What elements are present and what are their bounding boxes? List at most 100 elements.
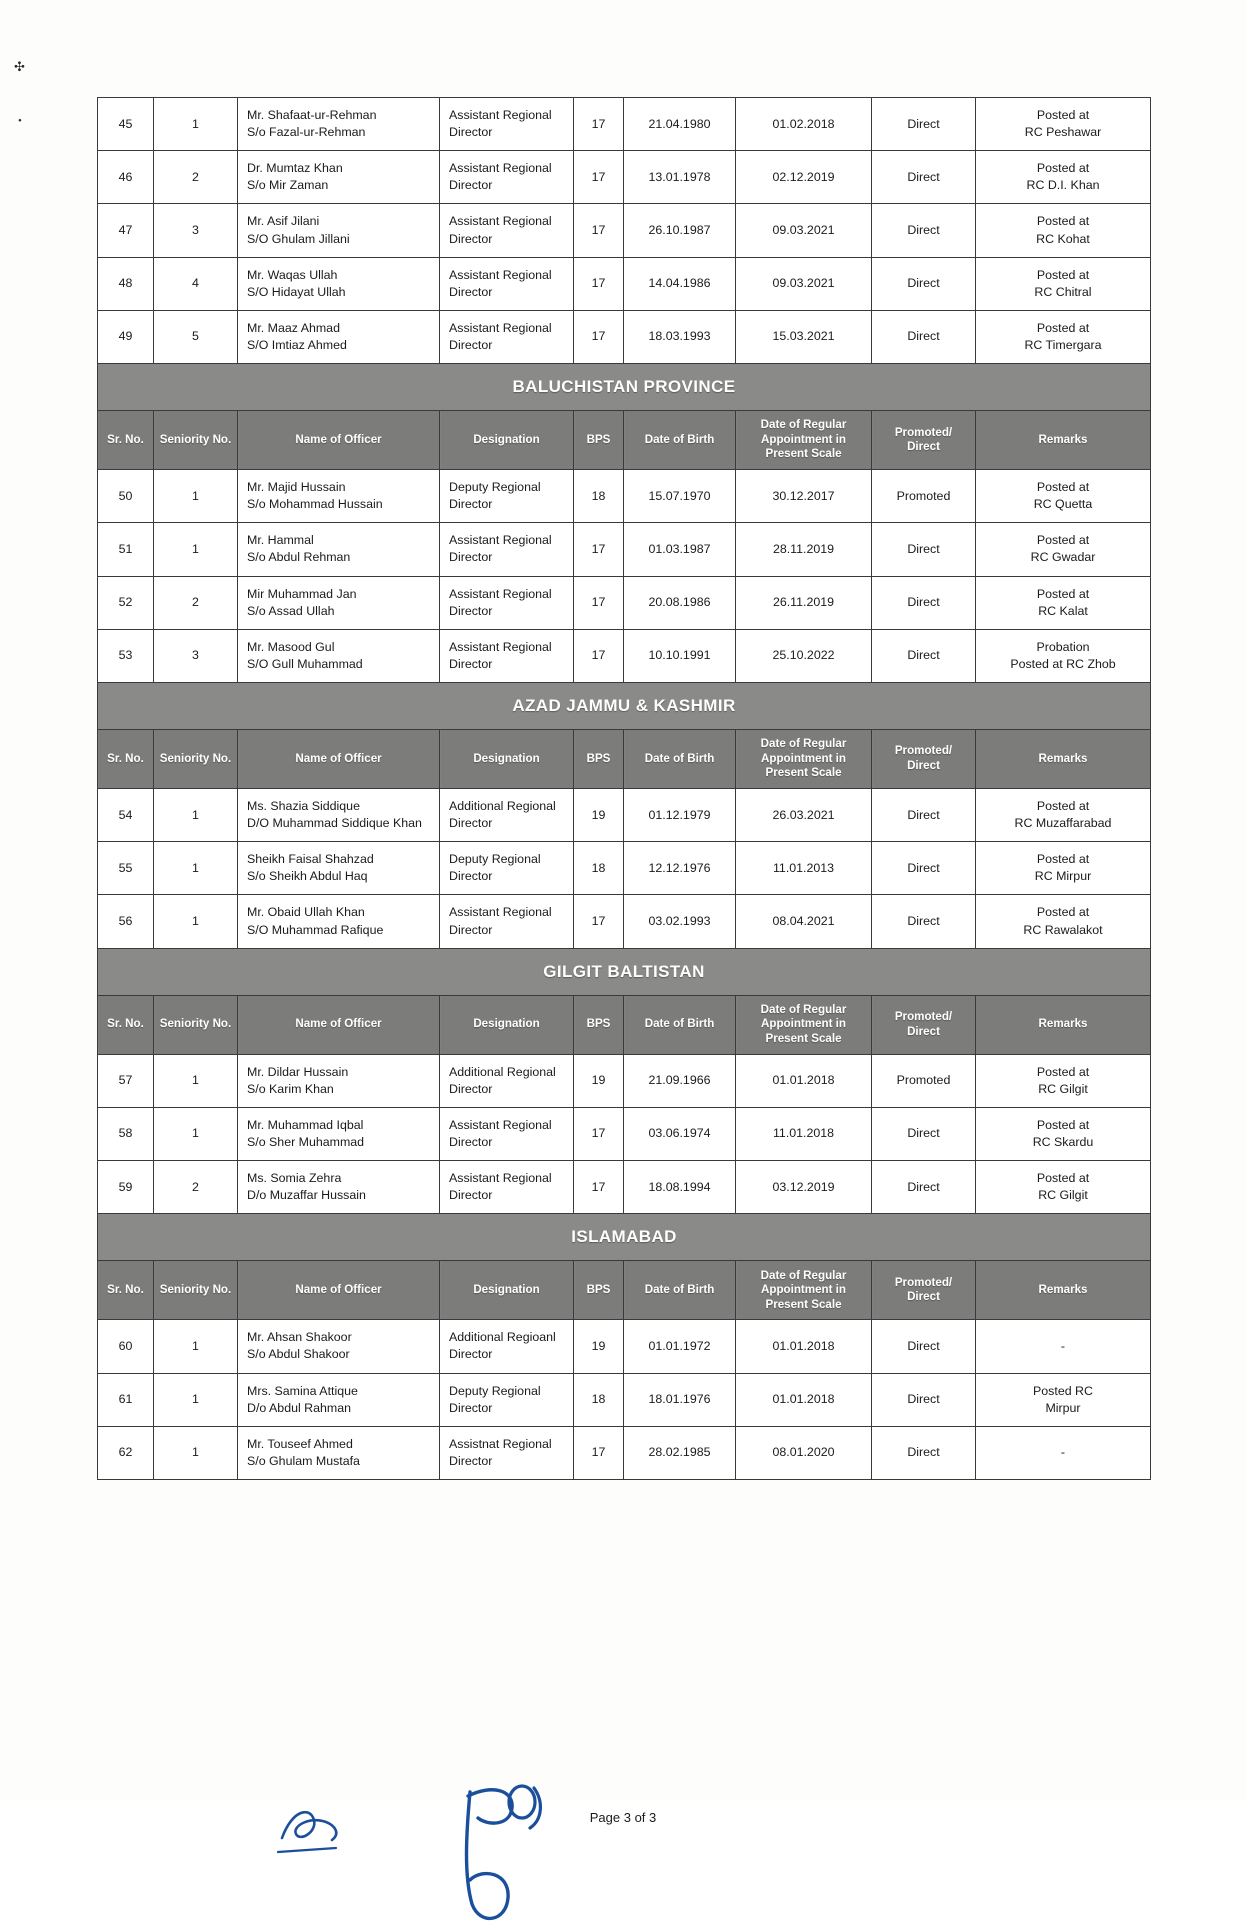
cell-officer-name: Ms. Shazia Siddique D/O Muhammad Siddique… xyxy=(237,787,440,843)
cell-designation: Assistant Regional Director xyxy=(439,575,574,630)
cell-officer-name: Mr. Dildar Hussain S/o Karim Khan xyxy=(237,1053,440,1108)
cell-date-of-birth: 21.04.1980 xyxy=(623,96,736,152)
cell-bps: 17 xyxy=(573,309,624,365)
cell-designation: Assistnat Regional Director xyxy=(439,1425,574,1480)
cell-promoted-direct: Direct xyxy=(871,96,976,152)
scan-artifact-mark-top: ✣ xyxy=(14,59,25,74)
col-header-date-of-birth: Date of Birth xyxy=(623,728,736,789)
column-header-row: Sr. No. Seniority No. Name of Officer Desig… xyxy=(97,728,1151,789)
cell-date-of-birth: 18.08.1994 xyxy=(623,1160,736,1215)
col-header-appointment-date: Date of Regular Appointment in Present Sca… xyxy=(735,994,872,1055)
cell-officer-name: Mr. Waqas Ullah S/O Hidayat Ullah xyxy=(237,256,440,311)
col-header-sr-no: Sr. No. xyxy=(97,728,154,789)
cell-officer-name: Mr. Shafaat-ur-Rehman S/o Fazal-ur-Rehman xyxy=(237,96,440,152)
cell-sr-no: 49 xyxy=(97,309,154,365)
col-header-designation: Designation xyxy=(439,1260,574,1321)
cell-bps: 18 xyxy=(573,1372,624,1427)
cell-date-of-birth: 21.09.1966 xyxy=(623,1053,736,1108)
cell-sr-no: 58 xyxy=(97,1106,154,1162)
cell-officer-name: Mr. Majid Hussain S/o Mohammad Hussain xyxy=(237,469,440,524)
province-banner-baluchistan: BALUCHISTAN PROVINCE xyxy=(97,363,1151,412)
cell-remarks: - xyxy=(975,1319,1151,1374)
cell-designation: Assistant Regional Director xyxy=(439,96,574,152)
cell-designation: Deputy Regional Director xyxy=(439,469,574,524)
cell-bps: 17 xyxy=(573,1425,624,1480)
cell-seniority-no: 2 xyxy=(153,1160,238,1215)
column-header-row: Sr. No. Seniority No. Name of Officer Desig… xyxy=(97,994,1151,1055)
cell-designation: Deputy Regional Director xyxy=(439,841,574,896)
cell-seniority-no: 1 xyxy=(153,522,238,577)
table-row: 56 1 Mr. Obaid Ullah Khan S/O Muhammad Rafi… xyxy=(97,894,1151,949)
col-header-date-of-birth: Date of Birth xyxy=(623,410,736,471)
cell-promoted-direct: Direct xyxy=(871,628,976,683)
cell-appointment-date: 26.11.2019 xyxy=(735,575,872,630)
table-row: 47 3 Mr. Asif Jilani S/O Ghulam Jillani Assi… xyxy=(97,203,1151,258)
cell-promoted-direct: Direct xyxy=(871,1372,976,1427)
col-header-appointment-date: Date of Regular Appointment in Present Sca… xyxy=(735,410,872,471)
cell-officer-name: Mr. Masood Gul S/O Gull Muhammad xyxy=(237,628,440,683)
cell-seniority-no: 1 xyxy=(153,469,238,524)
cell-bps: 17 xyxy=(573,96,624,152)
cell-promoted-direct: Direct xyxy=(871,1319,976,1374)
cell-bps: 17 xyxy=(573,894,624,949)
col-header-seniority-no: Seniority No. xyxy=(153,728,238,789)
cell-officer-name: Mr. Muhammad Iqbal S/o Sher Muhammad xyxy=(237,1106,440,1162)
cell-remarks: Posted at RC Mirpur xyxy=(975,841,1151,896)
cell-designation: Assistant Regional Director xyxy=(439,628,574,683)
cell-bps: 17 xyxy=(573,522,624,577)
column-header-row: Sr. No. Seniority No. Name of Officer Desig… xyxy=(97,1260,1151,1321)
cell-sr-no: 56 xyxy=(97,894,154,949)
cell-remarks: Posted at RC Gilgit xyxy=(975,1053,1151,1108)
table-row: 62 1 Mr. Touseef Ahmed S/o Ghulam Mustafa As… xyxy=(97,1425,1151,1480)
cell-sr-no: 59 xyxy=(97,1160,154,1215)
cell-sr-no: 54 xyxy=(97,787,154,843)
table-row: 45 1 Mr. Shafaat-ur-Rehman S/o Fazal-ur-Reh… xyxy=(97,96,1151,152)
cell-bps: 17 xyxy=(573,1106,624,1162)
cell-seniority-no: 1 xyxy=(153,787,238,843)
cell-sr-no: 57 xyxy=(97,1053,154,1108)
cell-date-of-birth: 01.01.1972 xyxy=(623,1319,736,1374)
cell-appointment-date: 08.01.2020 xyxy=(735,1425,872,1480)
cell-designation: Assistant Regional Director xyxy=(439,309,574,365)
cell-bps: 19 xyxy=(573,787,624,843)
cell-sr-no: 51 xyxy=(97,522,154,577)
cell-sr-no: 46 xyxy=(97,150,154,205)
cell-date-of-birth: 26.10.1987 xyxy=(623,203,736,258)
cell-appointment-date: 25.10.2022 xyxy=(735,628,872,683)
cell-date-of-birth: 12.12.1976 xyxy=(623,841,736,896)
cell-appointment-date: 09.03.2021 xyxy=(735,256,872,311)
cell-seniority-no: 3 xyxy=(153,203,238,258)
col-header-remarks: Remarks xyxy=(975,410,1151,471)
page-footer: Page 3 of 3 xyxy=(0,1630,1246,1921)
cell-seniority-no: 1 xyxy=(153,1319,238,1374)
cell-seniority-no: 1 xyxy=(153,1106,238,1162)
cell-designation: Additional Regional Director xyxy=(439,787,574,843)
province-banner-row: AZAD JAMMU & KASHMIR xyxy=(97,681,1151,730)
col-header-appointment-date: Date of Regular Appointment in Present Sca… xyxy=(735,1260,872,1321)
cell-officer-name: Mr. Hammal S/o Abdul Rehman xyxy=(237,522,440,577)
cell-appointment-date: 15.03.2021 xyxy=(735,309,872,365)
cell-appointment-date: 09.03.2021 xyxy=(735,203,872,258)
cell-bps: 17 xyxy=(573,1160,624,1215)
cell-promoted-direct: Direct xyxy=(871,575,976,630)
col-header-sr-no: Sr. No. xyxy=(97,410,154,471)
cell-promoted-direct: Direct xyxy=(871,522,976,577)
cell-remarks: Posted at RC Kohat xyxy=(975,203,1151,258)
cell-promoted-direct: Direct xyxy=(871,1160,976,1215)
cell-designation: Deputy Regional Director xyxy=(439,1372,574,1427)
cell-remarks: Posted at RC Rawalakot xyxy=(975,894,1151,949)
col-header-name: Name of Officer xyxy=(237,410,440,471)
cell-officer-name: Mr. Maaz Ahmad S/O Imtiaz Ahmed xyxy=(237,309,440,365)
table-row: 49 5 Mr. Maaz Ahmad S/O Imtiaz Ahmed Assista… xyxy=(97,309,1151,365)
province-banner-label: GILGIT BALTISTAN xyxy=(543,961,705,981)
cell-bps: 18 xyxy=(573,469,624,524)
cell-date-of-birth: 14.04.1986 xyxy=(623,256,736,311)
cell-date-of-birth: 13.01.1978 xyxy=(623,150,736,205)
col-header-promoted-direct: Promoted/Direct xyxy=(871,728,976,789)
cell-date-of-birth: 03.02.1993 xyxy=(623,894,736,949)
cell-seniority-no: 5 xyxy=(153,309,238,365)
col-header-name: Name of Officer xyxy=(237,994,440,1055)
table-row: 61 1 Mrs. Samina Attique D/o Abdul Rahman De… xyxy=(97,1372,1151,1427)
cell-designation: Assistant Regional Director xyxy=(439,203,574,258)
table-row: 57 1 Mr. Dildar Hussain S/o Karim Khan Addit… xyxy=(97,1053,1151,1108)
